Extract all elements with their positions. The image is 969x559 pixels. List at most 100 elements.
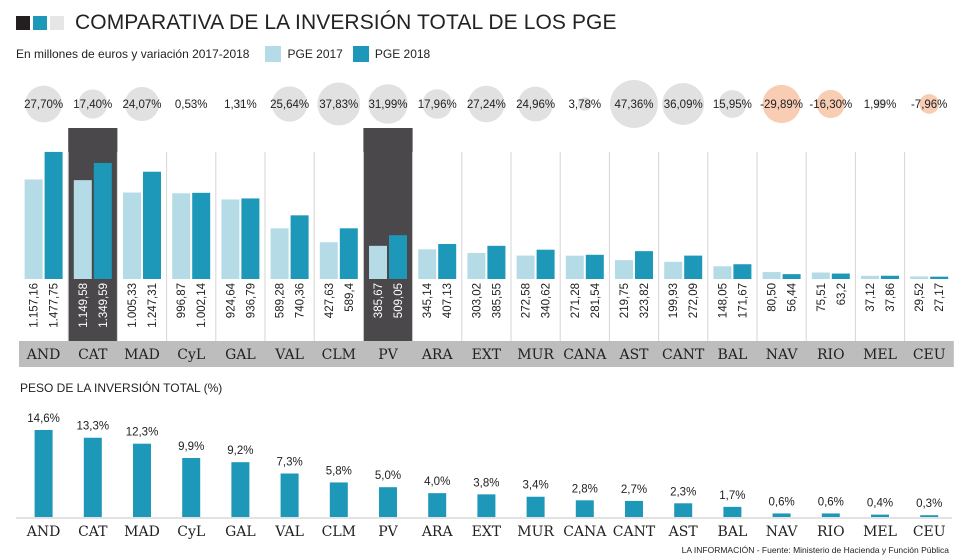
peso-category-label-val: VAL — [274, 524, 304, 540]
peso-bar-cana — [575, 500, 594, 517]
peso-category-label-nav: NAV — [766, 524, 799, 540]
peso-value-label: 2,3% — [670, 486, 696, 498]
peso-bar-and — [34, 430, 53, 517]
value-label-2017: 75,51 — [816, 283, 828, 312]
peso-value-label: 1,7% — [719, 490, 745, 502]
peso-bar-mur — [526, 496, 545, 517]
bar-2018-clm — [339, 228, 358, 279]
peso-value-label: 0,6% — [768, 496, 794, 508]
category-band — [19, 341, 954, 367]
bar-2018-cat — [93, 162, 112, 279]
bar-2018-bal — [733, 264, 752, 279]
value-label-2018: 56,44 — [787, 282, 799, 311]
bar-2017-ceu — [910, 276, 929, 279]
bar-2018-pv — [389, 235, 407, 279]
category-label-cyl: CyL — [177, 347, 205, 363]
variation-bubble — [78, 89, 108, 119]
peso-bar-ast — [674, 503, 693, 517]
chart-title: COMPARATIVA DE LA INVERSIÓN TOTAL DE LOS… — [75, 11, 617, 34]
value-label-2018: 1.349,59 — [98, 283, 110, 328]
value-label-2018: 281,54 — [590, 282, 602, 318]
bar-2017-bal — [713, 266, 732, 279]
value-label-2018: 340,62 — [541, 283, 553, 318]
bar-2017-rio — [811, 272, 830, 279]
bar-2018-nav — [782, 274, 801, 279]
logo-square-dark — [16, 16, 30, 30]
value-label-2017: 996,87 — [176, 283, 188, 318]
peso-category-label-gal: GAL — [225, 524, 256, 540]
peso-value-label: 5,0% — [375, 470, 401, 482]
peso-value-label: 9,2% — [227, 445, 253, 457]
variation-label: 0,53% — [175, 99, 208, 111]
bar-2017-clm — [319, 242, 338, 279]
category-label-gal: GAL — [225, 347, 256, 363]
category-label-ceu: CEU — [913, 347, 946, 363]
bar-2018-ext — [487, 245, 506, 279]
peso-value-label: 9,9% — [178, 441, 204, 453]
value-label-2018: 740,36 — [295, 283, 307, 318]
peso-category-label-cana: CANA — [563, 524, 607, 540]
value-label-2017: 385,67 — [373, 283, 385, 318]
value-label-2018: 63,2 — [836, 283, 848, 305]
variation-bubble — [662, 83, 705, 125]
legend-swatch-2018 — [352, 46, 369, 62]
peso-value-label: 2,8% — [572, 483, 598, 495]
category-label-cat: CAT — [78, 347, 108, 363]
logo-square-light — [50, 16, 64, 30]
category-label-val: VAL — [274, 347, 304, 363]
peso-bar-ara — [428, 493, 447, 517]
value-label-2017: 1.149,58 — [78, 283, 90, 328]
peso-category-label-ceu: CEU — [913, 524, 946, 540]
variation-label: 17,40% — [73, 99, 112, 111]
variation-bubble — [188, 101, 194, 107]
variation-bubble — [317, 82, 361, 126]
value-label-2018: 323,82 — [639, 283, 651, 318]
bar-2017-ext — [467, 252, 486, 279]
peso-bar-cyl — [182, 458, 201, 517]
bar-2017-cant — [664, 261, 683, 279]
peso-bar-ext — [477, 494, 496, 517]
variation-label: 15,95% — [713, 99, 752, 111]
bar-2017-ast — [615, 260, 633, 279]
variation-bubble — [422, 89, 452, 119]
category-label-pv: PV — [378, 347, 398, 363]
peso-value-label: 4,0% — [424, 476, 450, 488]
peso-bar-gal — [231, 462, 250, 517]
peso-value-label: 3,8% — [473, 477, 499, 489]
peso-value-label: 2,7% — [621, 484, 647, 496]
variation-bubble — [816, 89, 845, 119]
value-label-2018: 27,17 — [934, 283, 946, 312]
peso-value-label: 0,3% — [916, 498, 942, 510]
peso-bar-val — [280, 473, 299, 517]
value-label-2018: 1.247,31 — [147, 283, 159, 328]
variation-label: 47,36% — [614, 99, 653, 111]
category-label-nav: NAV — [766, 347, 799, 363]
category-label-cana: CANA — [563, 347, 607, 363]
header: COMPARATIVA DE LA INVERSIÓN TOTAL DE LOS… — [16, 10, 617, 36]
value-label-2017: 1.005,33 — [127, 283, 139, 328]
peso-bar-rio — [821, 513, 840, 517]
peso-category-label-clm: CLM — [322, 524, 356, 540]
category-label-ara: ARA — [421, 347, 454, 363]
variation-bubble — [25, 85, 62, 123]
legend-label-2018: PGE 2018 — [374, 47, 431, 61]
category-label-cant: CANT — [662, 347, 705, 363]
category-label-clm: CLM — [322, 347, 356, 363]
category-label-mad: MAD — [124, 347, 160, 363]
peso-bar-pv — [379, 487, 397, 517]
peso-value-label: 14,6% — [27, 413, 60, 425]
category-label-and: AND — [26, 347, 61, 363]
bar-2017-mad — [123, 192, 141, 279]
peso-category-label-cant: CANT — [613, 524, 656, 540]
variation-label: 37,83% — [319, 99, 358, 111]
value-label-2017: 1.157,16 — [29, 283, 41, 328]
peso-bar-nav — [772, 513, 791, 517]
category-label-mur: MUR — [517, 347, 554, 363]
value-label-2018: 589,4 — [344, 282, 356, 311]
value-label-2017: 589,28 — [275, 283, 287, 318]
peso-value-label: 12,3% — [126, 427, 159, 439]
peso-value-label: 3,4% — [522, 480, 548, 492]
bar-2017-nav — [762, 272, 781, 279]
bar-2017-cat — [73, 180, 92, 279]
variation-bubble — [518, 86, 554, 122]
